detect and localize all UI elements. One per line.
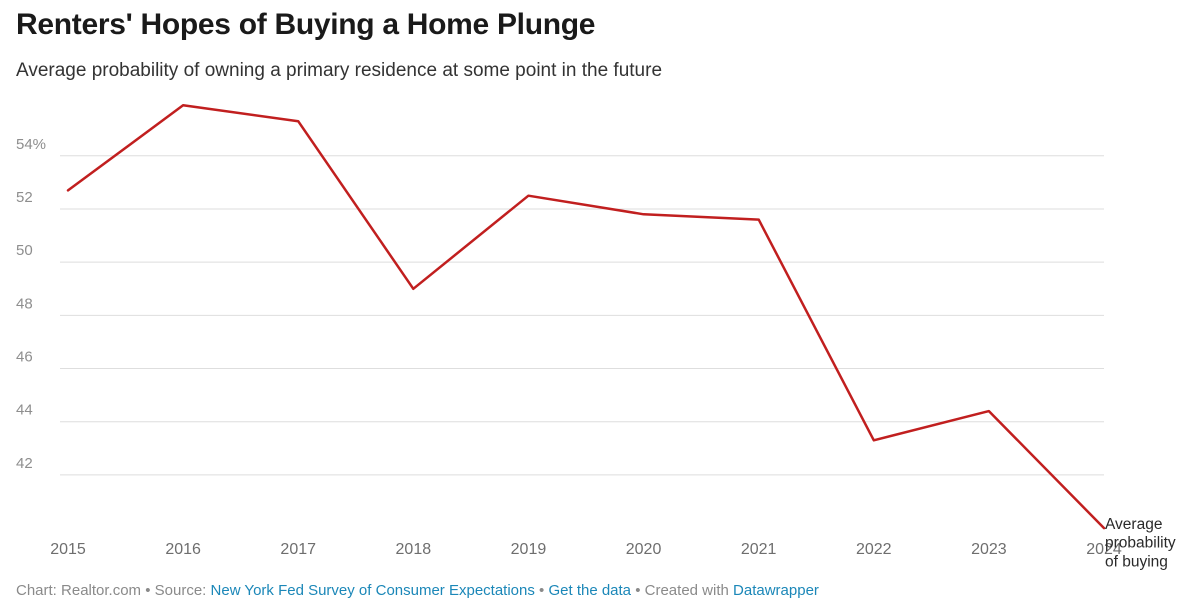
series-layer: [66, 104, 1106, 530]
y-tick-label: 50: [16, 242, 33, 259]
get-the-data-link[interactable]: Get the data: [548, 582, 632, 599]
x-tick-label: 2022: [856, 541, 892, 558]
x-tick-label: 2017: [280, 541, 316, 558]
source-link[interactable]: New York Fed Survey of Consumer Expectat…: [210, 582, 535, 599]
x-tick-label: 2024: [1086, 541, 1122, 558]
chart-footer: Chart: Realtor.com • Source: New York Fe…: [16, 582, 819, 599]
datawrapper-link[interactable]: Datawrapper: [733, 582, 819, 599]
y-tick-label: 46: [16, 349, 33, 366]
line-chart: 42 44 46 48 50 52 54% 2015 2016 2017 2018 2019 2020…: [16, 104, 1176, 570]
x-tick-label: 2023: [971, 541, 1007, 558]
footer-separator: •: [145, 582, 151, 599]
source-prefix: Source:: [154, 582, 207, 599]
x-tick-label: 2015: [50, 541, 86, 558]
created-with-text: Created with: [644, 582, 729, 599]
footer-separator: •: [539, 582, 545, 599]
chart-title: Renters' Hopes of Buying a Home Plunge: [16, 8, 596, 41]
series-end-label-line: Average: [1105, 516, 1162, 533]
series-end-label-line: of buying: [1105, 553, 1168, 570]
y-tick-label: 52: [16, 189, 33, 206]
x-tick-label: 2020: [626, 541, 662, 558]
grid-lines: [60, 155, 1104, 476]
y-tick-label: 42: [16, 455, 33, 472]
footer-separator: •: [635, 582, 641, 599]
x-tick-label: 2016: [165, 541, 201, 558]
series-end-label-line: probability: [1105, 535, 1176, 552]
chart-credit: Chart: Realtor.com: [16, 582, 142, 599]
y-axis-ticks: 42 44 46 48 50 52 54%: [16, 136, 46, 472]
series-line: [66, 104, 1106, 530]
y-tick-label: 54%: [16, 136, 46, 153]
series-labels: Average probability of buying: [1105, 516, 1176, 570]
x-tick-label: 2018: [396, 541, 432, 558]
x-tick-label: 2019: [511, 541, 547, 558]
y-tick-label: 48: [16, 295, 33, 312]
y-tick-label: 44: [16, 402, 33, 419]
x-axis-ticks: 2015 2016 2017 2018 2019 2020 2021 2022 2023 2024: [50, 541, 1122, 558]
chart-subtitle: Average probability of owning a primary …: [16, 60, 663, 81]
series-end-label: Average probability of buying: [1105, 516, 1176, 570]
x-tick-label: 2021: [741, 541, 777, 558]
